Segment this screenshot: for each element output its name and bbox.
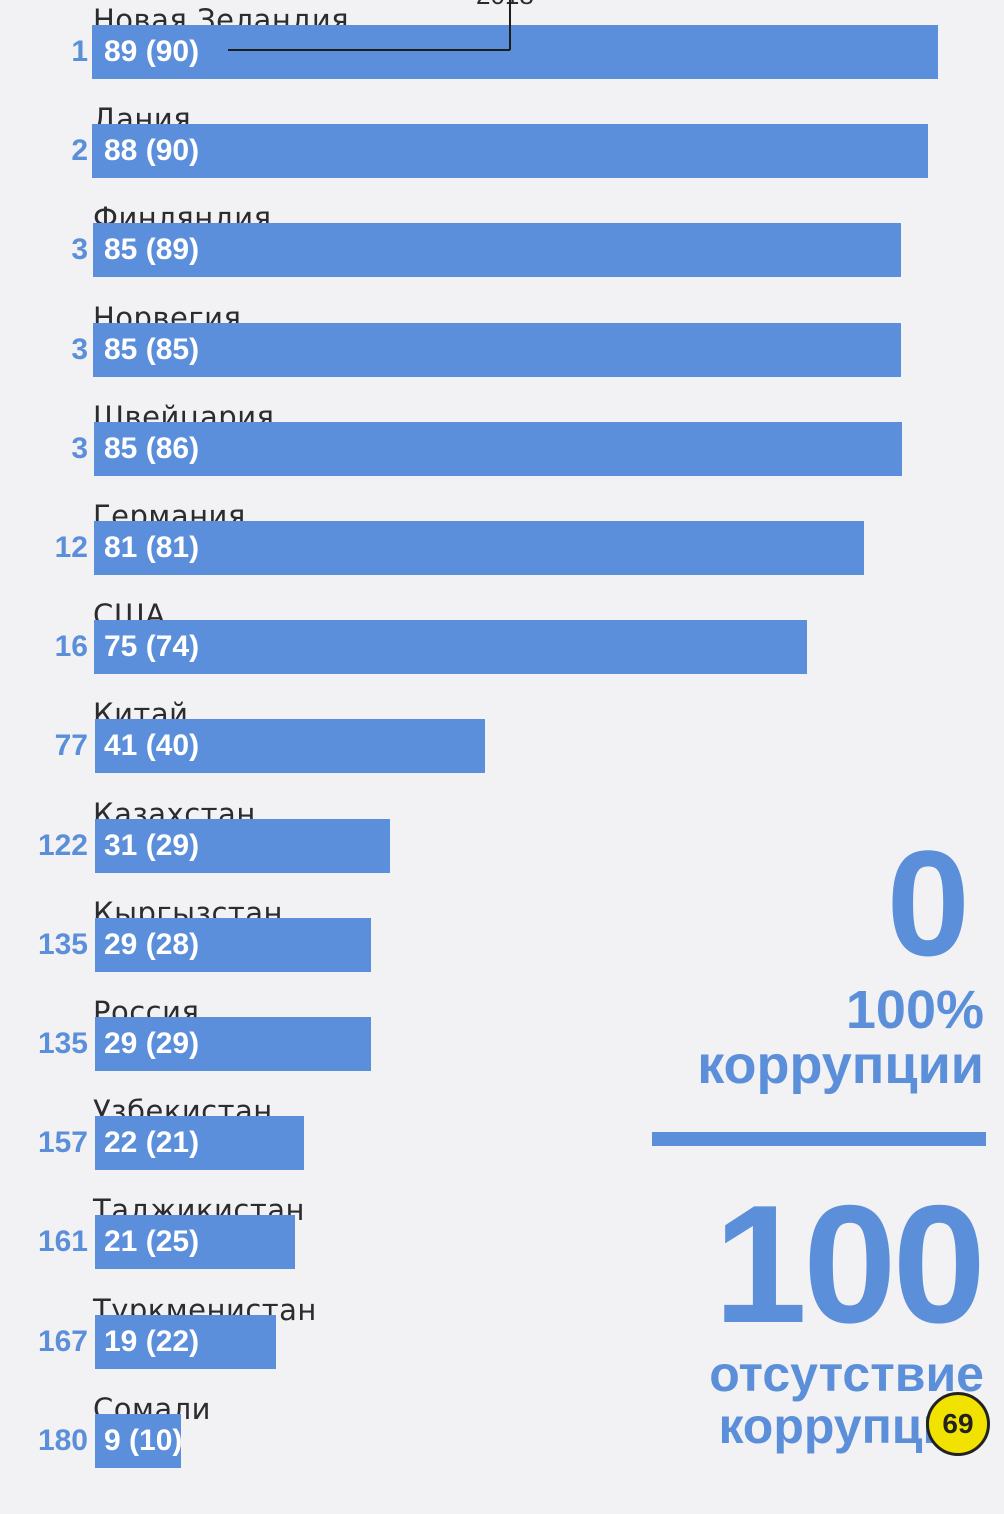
bar-value-label: 41 (40) bbox=[104, 719, 199, 773]
bar bbox=[94, 521, 864, 575]
bar bbox=[92, 25, 938, 79]
rank-label: 12 bbox=[55, 521, 88, 575]
rank-label: 3 bbox=[71, 223, 88, 277]
rank-label: 135 bbox=[38, 1017, 88, 1071]
rank-label: 122 bbox=[38, 819, 88, 873]
rank-label: 167 bbox=[38, 1315, 88, 1369]
legend-zero-value: 0 bbox=[887, 828, 970, 978]
rank-label: 16 bbox=[55, 620, 88, 674]
legend-hundred-value: 100 bbox=[714, 1180, 982, 1348]
bar-value-label: 29 (28) bbox=[104, 918, 199, 972]
bar bbox=[93, 323, 901, 377]
rank-label: 3 bbox=[71, 422, 88, 476]
rank-label: 77 bbox=[55, 719, 88, 773]
year-pointer-stem bbox=[509, 0, 511, 50]
bar-value-label: 85 (85) bbox=[104, 323, 199, 377]
bar-value-label: 75 (74) bbox=[104, 620, 199, 674]
badge-text: 69 bbox=[942, 1408, 973, 1440]
year-annotation-label: 2018 bbox=[476, 0, 534, 11]
bar-value-label: 88 (90) bbox=[104, 124, 199, 178]
rank-label: 3 bbox=[71, 323, 88, 377]
bar-value-label: 21 (25) bbox=[104, 1215, 199, 1269]
legend-divider bbox=[652, 1132, 986, 1146]
bar bbox=[94, 620, 807, 674]
bar-value-label: 29 (29) bbox=[104, 1017, 199, 1071]
bar bbox=[94, 422, 902, 476]
bar-value-label: 89 (90) bbox=[104, 25, 199, 79]
rank-label: 180 bbox=[38, 1414, 88, 1468]
rank-label: 135 bbox=[38, 918, 88, 972]
bar bbox=[92, 124, 928, 178]
69-logo-icon: 69 bbox=[926, 1392, 990, 1456]
rank-label: 161 bbox=[38, 1215, 88, 1269]
year-pointer-line bbox=[228, 49, 510, 51]
bar-value-label: 19 (22) bbox=[104, 1315, 199, 1369]
rank-label: 2 bbox=[71, 124, 88, 178]
bar-value-label: 9 (10) bbox=[104, 1414, 182, 1468]
bar-value-label: 31 (29) bbox=[104, 819, 199, 873]
bar-value-label: 81 (81) bbox=[104, 521, 199, 575]
rank-label: 157 bbox=[38, 1116, 88, 1170]
bar-value-label: 85 (86) bbox=[104, 422, 199, 476]
rank-label: 1 bbox=[71, 25, 88, 79]
bar bbox=[93, 223, 901, 277]
bar-value-label: 85 (89) bbox=[104, 223, 199, 277]
bar-value-label: 22 (21) bbox=[104, 1116, 199, 1170]
legend-zero-percent: 100% bbox=[846, 982, 984, 1038]
legend-zero-word: коррупции bbox=[697, 1036, 984, 1094]
legend-hundred-line1: отсутствие bbox=[709, 1346, 984, 1402]
